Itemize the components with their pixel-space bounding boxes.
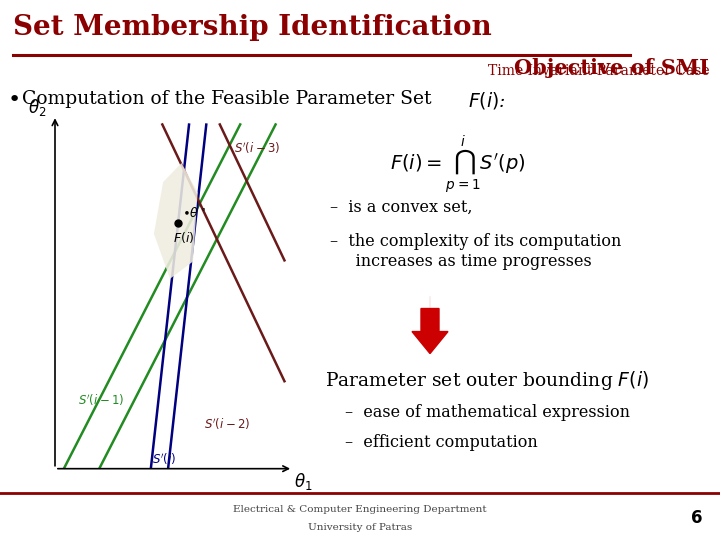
Text: Electrical & Computer Engineering Department: Electrical & Computer Engineering Depart… [233,505,487,514]
FancyArrow shape [412,308,448,354]
Text: $F(i)$:: $F(i)$: [468,90,505,111]
Text: –  efficient computation: – efficient computation [345,434,538,451]
Text: Time Invariant Parameter Case: Time Invariant Parameter Case [487,64,709,78]
Text: $\theta_1$: $\theta_1$ [294,471,312,492]
Text: Parameter set outer bounding $F(i)$: Parameter set outer bounding $F(i)$ [325,369,649,392]
Text: $\bullet\theta^\circ$: $\bullet\theta^\circ$ [182,206,206,220]
Text: $\theta_2$: $\theta_2$ [28,97,46,118]
Text: •: • [8,90,22,110]
Text: University of Patras: University of Patras [308,523,412,532]
Text: –  ease of mathematical expression: – ease of mathematical expression [345,403,630,421]
Text: Objective of SMI: Objective of SMI [514,58,709,78]
Text: $S'(i-2)$: $S'(i-2)$ [204,417,251,433]
Text: Set Membership Identification: Set Membership Identification [13,14,492,41]
Text: $S'(i-3)$: $S'(i-3)$ [235,140,281,156]
Text: –  the complexity of its computation
     increases as time progresses: – the complexity of its computation incr… [330,233,621,270]
Text: 6: 6 [690,509,702,528]
Text: $F(i)$: $F(i)$ [173,230,194,245]
Text: $S'(i)$: $S'(i)$ [152,451,176,467]
Text: Computation of the Feasible Parameter Set: Computation of the Feasible Parameter Se… [22,90,438,109]
Text: $F(i) = \bigcap_{p=1}^{i} S'(p)$: $F(i) = \bigcap_{p=1}^{i} S'(p)$ [390,133,526,195]
Polygon shape [154,163,197,279]
Text: –  is a convex set,: – is a convex set, [330,198,472,215]
Text: $S'(i-1)$: $S'(i-1)$ [78,393,125,408]
